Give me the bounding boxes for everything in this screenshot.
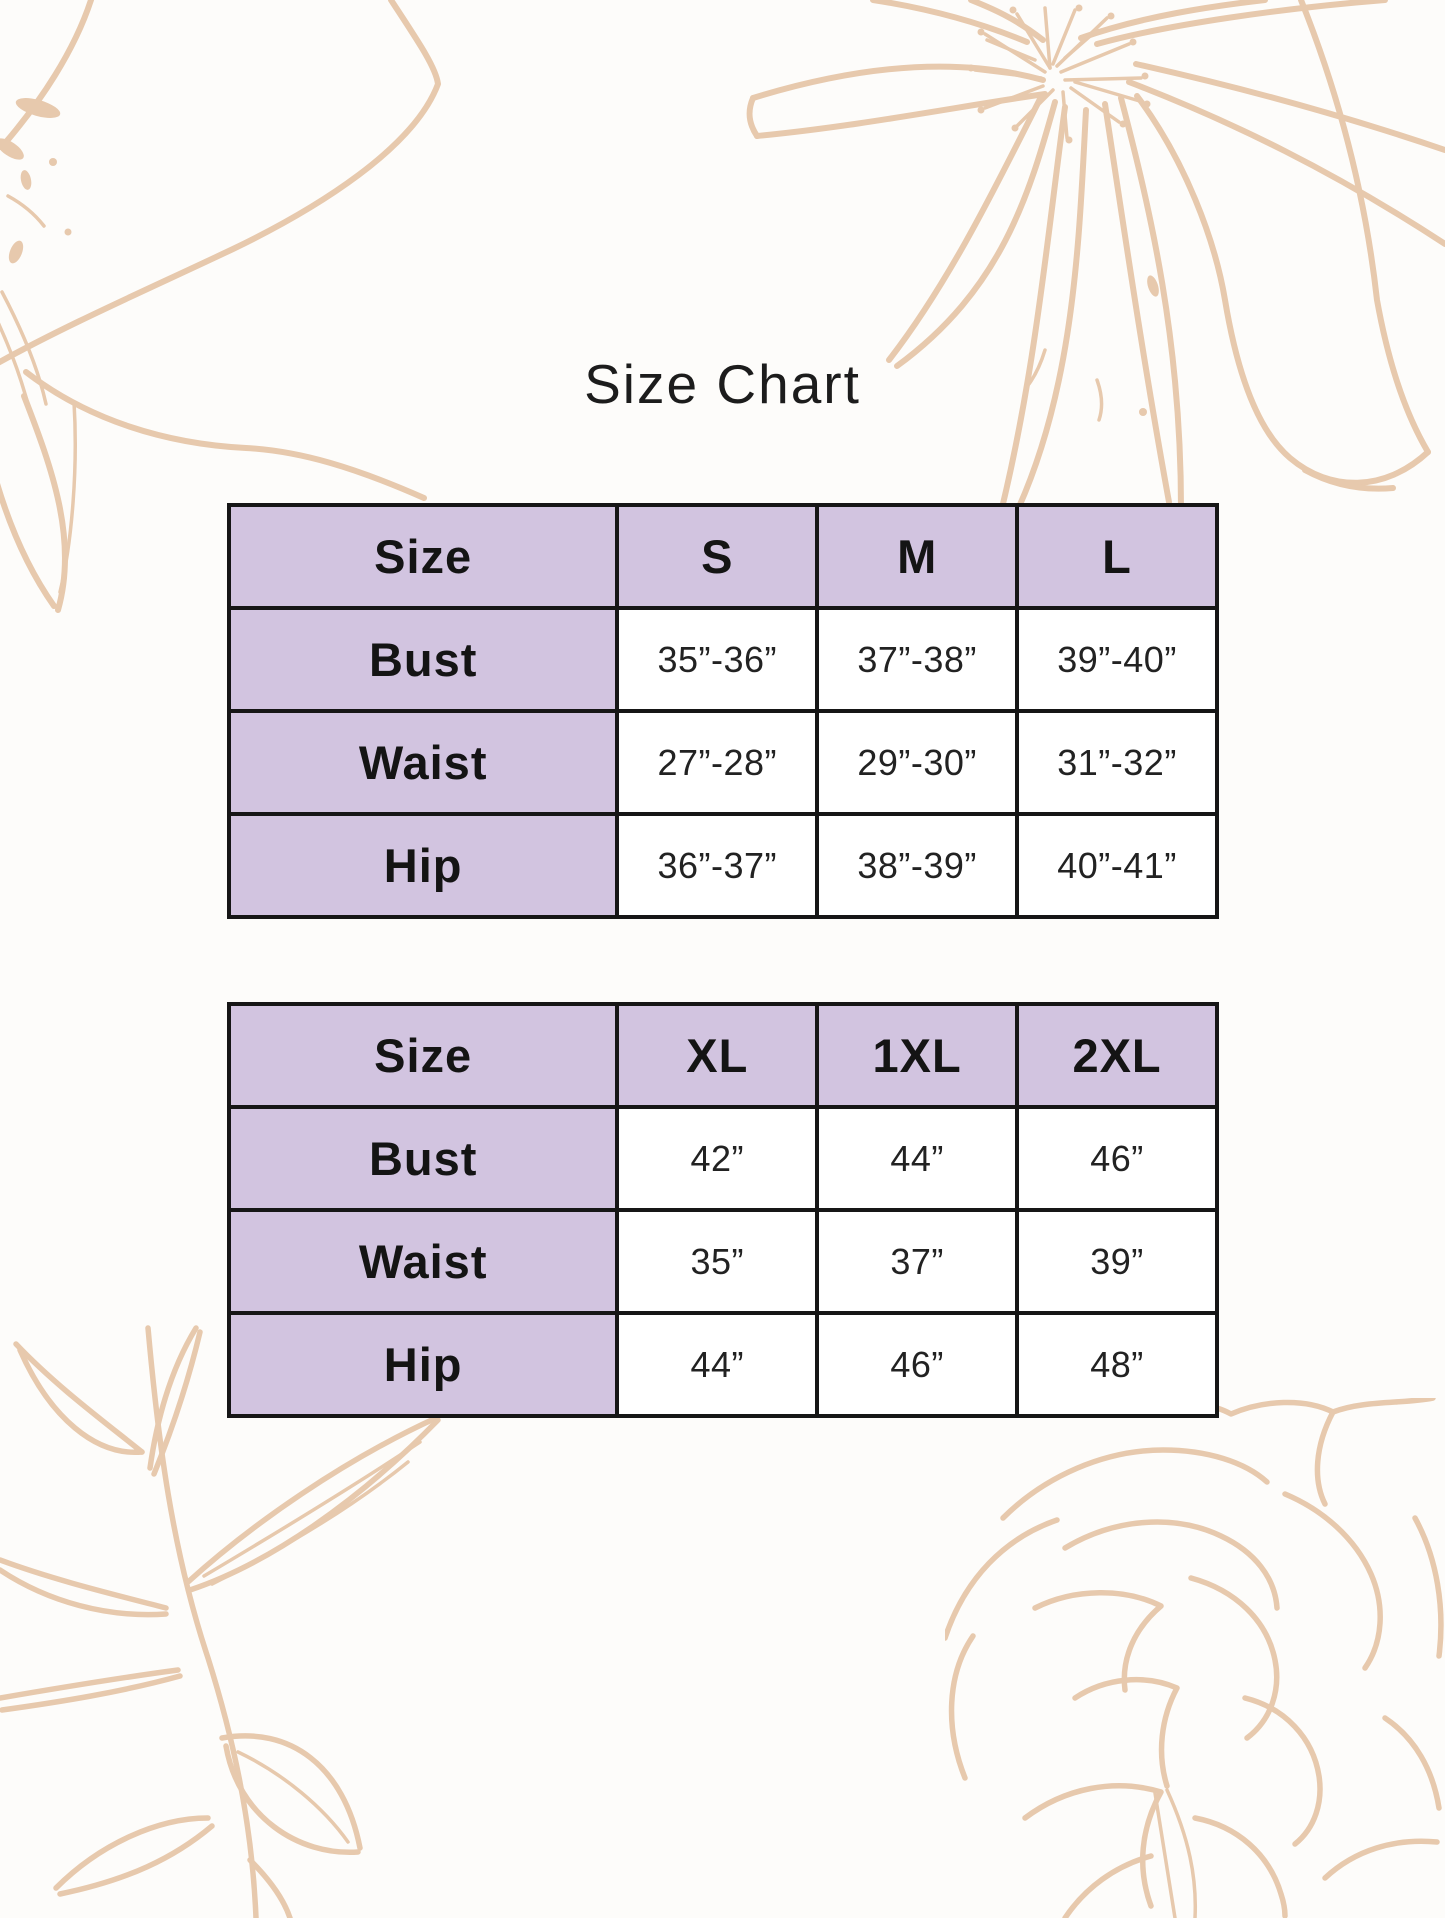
row-label-hip: Hip [226, 1311, 620, 1418]
size-table-plus: Size XL 1XL 2XL Bust 42” 44” 46” Waist 3… [226, 1002, 1219, 1418]
page-title: Size Chart [584, 353, 861, 415]
row-label-waist: Waist [226, 709, 620, 816]
cell-waist-2xl: 39” [1015, 1208, 1219, 1315]
flower-stamen-dots [0, 98, 72, 264]
table-row-hip: Hip 36”-37” 38”-39” 40”-41” [226, 812, 1219, 919]
cell-bust-2xl: 46” [1015, 1105, 1219, 1212]
cell-hip-s: 36”-37” [615, 812, 820, 919]
cell-hip-1xl: 46” [815, 1311, 1020, 1418]
row-label-bust: Bust [226, 1105, 620, 1212]
table-row-waist: Waist 35” 37” 39” [226, 1208, 1219, 1315]
table-row-waist: Waist 27”-28” 29”-30” 31”-32” [226, 709, 1219, 816]
cell-waist-xl: 35” [615, 1208, 820, 1315]
cell-waist-m: 29”-30” [815, 709, 1020, 816]
row-label-waist: Waist [226, 1208, 620, 1315]
cell-bust-s: 35”-36” [615, 606, 820, 713]
cell-hip-2xl: 48” [1015, 1311, 1219, 1418]
column-header-xl: XL [615, 1002, 820, 1109]
cell-waist-l: 31”-32” [1015, 709, 1219, 816]
cell-hip-l: 40”-41” [1015, 812, 1219, 919]
column-header-m: M [815, 503, 1020, 610]
cell-hip-m: 38”-39” [815, 812, 1020, 919]
cell-bust-1xl: 44” [815, 1105, 1020, 1212]
column-header-1xl: 1XL [815, 1002, 1020, 1109]
table-row-bust: Bust 35”-36” 37”-38” 39”-40” [226, 606, 1219, 713]
header-row: Size XL 1XL 2XL [226, 1002, 1219, 1109]
cell-bust-m: 37”-38” [815, 606, 1020, 713]
column-header-s: S [615, 503, 820, 610]
column-header-size: Size [226, 503, 620, 610]
row-label-bust: Bust [226, 606, 620, 713]
cell-bust-l: 39”-40” [1015, 606, 1219, 713]
column-header-size: Size [226, 1002, 620, 1109]
cell-hip-xl: 44” [615, 1311, 820, 1418]
column-header-l: L [1015, 503, 1219, 610]
row-label-hip: Hip [226, 812, 620, 919]
header-row: Size S M L [226, 503, 1219, 610]
table-row-bust: Bust 42” 44” 46” [226, 1105, 1219, 1212]
cell-waist-s: 27”-28” [615, 709, 820, 816]
cell-bust-xl: 42” [615, 1105, 820, 1212]
rose-bottom-right-decoration [945, 1398, 1444, 1918]
size-table-regular: Size S M L Bust 35”-36” 37”-38” 39”-40” … [226, 503, 1219, 919]
table-row-hip: Hip 44” 46” 48” [226, 1311, 1219, 1418]
column-header-2xl: 2XL [1015, 1002, 1219, 1109]
cell-waist-1xl: 37” [815, 1208, 1020, 1315]
